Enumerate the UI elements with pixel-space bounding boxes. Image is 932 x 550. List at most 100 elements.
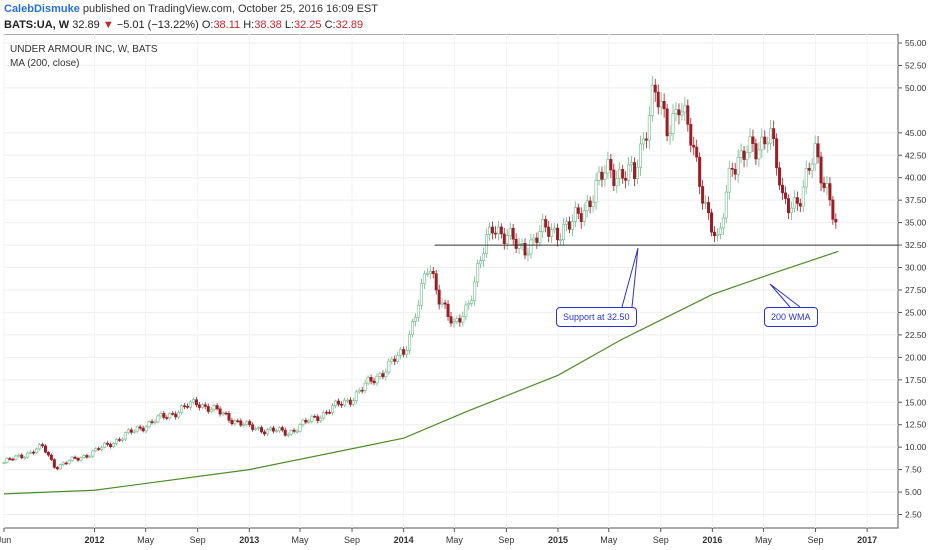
y-tick-label: 20.00 <box>905 352 927 362</box>
candle-body <box>396 355 400 362</box>
candle-body <box>227 413 231 421</box>
candle-body <box>408 334 412 351</box>
candle-body <box>760 136 764 151</box>
candle-body <box>61 462 65 465</box>
candle-body <box>754 143 758 160</box>
candle-body <box>532 237 536 241</box>
candle-body <box>369 377 373 382</box>
instrument-legend: UNDER ARMOUR INC, W, BATS <box>10 44 158 55</box>
candle-body <box>411 321 415 335</box>
candle-body <box>559 239 563 241</box>
candle-body <box>301 419 305 425</box>
candle-body <box>547 226 551 237</box>
symbol-label: BATS:UA, W <box>4 19 70 31</box>
plot-frame <box>3 34 899 529</box>
candle-body <box>458 318 462 323</box>
candle-body <box>781 184 785 194</box>
candle-body <box>422 273 426 284</box>
candle-body <box>236 420 240 423</box>
candle-body <box>129 429 133 433</box>
candle-body <box>363 382 367 391</box>
candle-body <box>159 413 163 417</box>
price-axis[interactable]: 2.50 5.00 7.50 10.00 12.50 15.00 17.50 20.00 22.… <box>898 38 927 520</box>
candle-body <box>289 429 293 435</box>
candle-body <box>644 138 648 141</box>
candle-body <box>538 231 542 243</box>
y-tick-label: 10.00 <box>905 442 927 452</box>
candle-body <box>180 405 184 413</box>
support-callout[interactable]: Support at 32.50 <box>556 307 637 327</box>
candle-body <box>40 444 44 447</box>
candle-body <box>277 427 281 432</box>
candle-body <box>748 136 752 153</box>
candle-body <box>263 431 267 435</box>
last-price: 32.89 <box>72 19 100 31</box>
candle-body <box>360 389 364 392</box>
candle-body <box>440 302 444 305</box>
candle-body <box>58 464 62 470</box>
wma-callout[interactable]: 200 WMA <box>764 307 818 327</box>
candle-body <box>786 198 790 214</box>
low-value: 32.25 <box>294 19 322 31</box>
candle-body <box>556 227 560 241</box>
candle-body <box>52 459 56 468</box>
candle-body <box>200 404 204 408</box>
candle-body <box>550 229 554 237</box>
candle-body <box>168 413 172 419</box>
candle-body <box>38 444 42 450</box>
candle-body <box>496 226 500 235</box>
candle-body <box>17 454 21 457</box>
candle-body <box>635 166 639 179</box>
change-arrow-icon: ▼ <box>102 19 114 31</box>
candle-body <box>514 238 518 249</box>
candle-body <box>795 197 799 204</box>
candle-body <box>283 429 287 436</box>
candle-body <box>789 207 793 214</box>
candle-body <box>298 424 302 432</box>
y-tick-label: 55.00 <box>905 38 927 48</box>
candle-body <box>742 150 746 160</box>
candle-body <box>5 458 9 463</box>
low-label: L: <box>284 19 294 31</box>
author-link[interactable]: CalebDismuke <box>4 3 80 15</box>
candle-body <box>443 302 447 305</box>
candle-body <box>553 227 557 231</box>
candle-body <box>434 273 438 291</box>
candle-body <box>103 442 107 448</box>
candle-body <box>191 399 195 403</box>
candle-body <box>378 373 382 377</box>
candle-body <box>390 358 394 362</box>
y-tick-label: 32.50 <box>905 240 927 250</box>
candle-body <box>641 138 645 145</box>
candle-body <box>405 350 409 355</box>
open-value: 38.11 <box>213 19 241 31</box>
time-axis[interactable]: Jun 2012 May Sep 2013 May Sep 2014 May Sep 2015 May… <box>0 528 877 545</box>
candle-body <box>603 172 607 180</box>
candle-body <box>271 427 275 432</box>
candle-body <box>499 226 503 235</box>
indicator-legend[interactable]: MA (200, close) <box>10 58 80 69</box>
candle-body <box>710 212 714 233</box>
candle-body <box>292 429 296 432</box>
candle-body <box>354 391 358 401</box>
candle-body <box>274 430 278 433</box>
x-tick-label: May <box>137 535 155 545</box>
candle-body <box>242 424 246 426</box>
candle-body <box>8 458 12 460</box>
x-tick-label: 2013 <box>239 535 259 545</box>
candle-body <box>114 439 118 444</box>
candle-body <box>831 199 835 220</box>
y-tick-label: 22.50 <box>905 330 927 340</box>
candle-body <box>544 219 548 228</box>
candle-body <box>419 283 423 306</box>
price-chart[interactable]: 2.50 5.00 7.50 10.00 12.50 15.00 17.50 20.00 22.… <box>0 34 932 550</box>
candle-body <box>150 421 154 423</box>
x-tick-label: May <box>446 535 464 545</box>
candle-body <box>221 412 225 415</box>
candle-body <box>730 168 734 170</box>
candle-body <box>295 430 299 433</box>
quote-line: BATS:UA, W 32.89 ▼ −5.01 (−13.22%) O:38.… <box>4 19 363 31</box>
candle-body <box>579 213 583 222</box>
y-tick-label: 12.50 <box>905 420 927 430</box>
candle-body <box>630 162 634 166</box>
